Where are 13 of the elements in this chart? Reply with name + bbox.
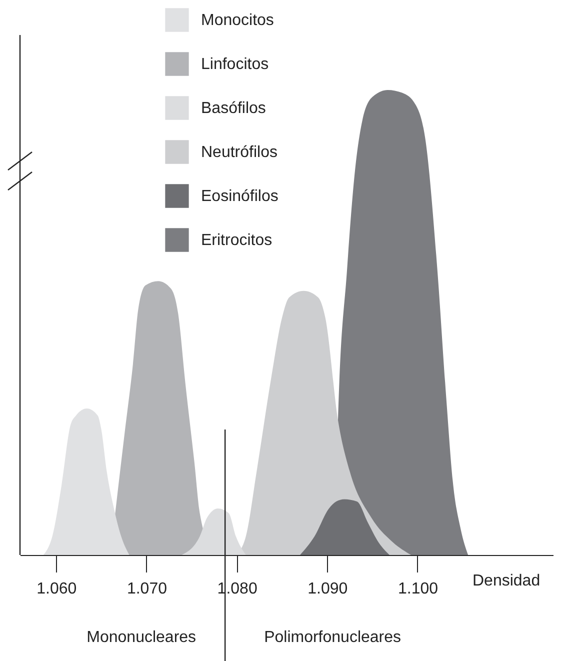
legend-label: Monocitos — [201, 12, 274, 29]
x-axis-title: Densidad — [472, 572, 540, 590]
text: Mononucleares — [86, 629, 196, 646]
x-tick-label: 1.070 — [126, 580, 168, 598]
legend-label: Eritrocitos — [201, 232, 272, 249]
x-tick-label: 1.060 — [36, 580, 77, 598]
legend-label: Linfocitos — [201, 56, 269, 73]
legend-label: Eosinófilos — [201, 188, 278, 205]
legend-label: Basófilos — [201, 100, 266, 117]
x-tick-label: 1.090 — [308, 580, 348, 598]
legend-label: Neutrófilos — [201, 144, 278, 161]
text: Polimorfonucleares — [264, 629, 402, 646]
x-tick-label: 1.100 — [398, 580, 438, 598]
